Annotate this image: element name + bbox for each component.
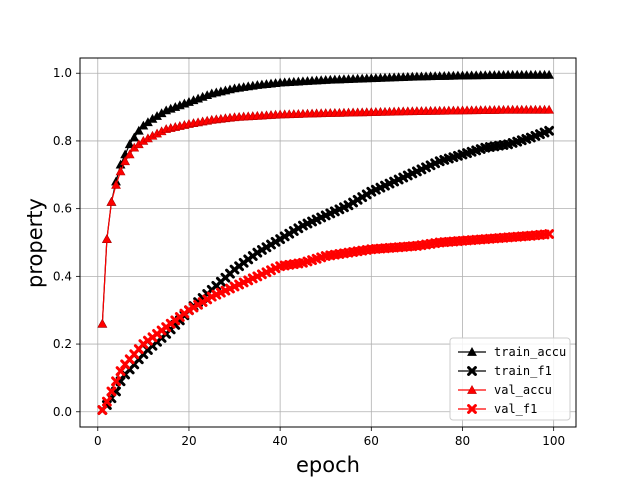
point-val_f1-0 bbox=[97, 405, 108, 415]
x-tick-label-4: 80 bbox=[455, 434, 470, 448]
point-train_accu-6 bbox=[124, 139, 135, 149]
y-tick-label-1: 0.2 bbox=[53, 337, 72, 351]
legend-entry-val_f1: val_f1 bbox=[458, 402, 537, 416]
point-val_accu-98 bbox=[544, 104, 555, 114]
legend-entry-val_accu: val_accu bbox=[458, 383, 552, 397]
x-tick-label-3: 60 bbox=[364, 434, 379, 448]
legend-label-val_f1: val_f1 bbox=[494, 402, 537, 416]
point-train_accu-7 bbox=[129, 132, 140, 142]
legend-label-train_f1: train_f1 bbox=[494, 364, 552, 378]
x-tick-label-2: 40 bbox=[272, 434, 287, 448]
legend-marker-val_f1 bbox=[467, 404, 477, 414]
series-val_accu bbox=[97, 104, 555, 328]
legend-entry-train_accu: train_accu bbox=[458, 345, 566, 359]
series-train_accu bbox=[97, 69, 555, 328]
point-val_f1-1 bbox=[101, 396, 112, 407]
point-val_accu-5 bbox=[120, 156, 131, 166]
y-tick-label-4: 0.8 bbox=[53, 134, 72, 148]
point-val_f1-4 bbox=[115, 366, 126, 377]
series-val_f1 bbox=[97, 229, 555, 415]
x-axis-title: epoch bbox=[296, 453, 360, 477]
point-val_f1-98 bbox=[544, 229, 555, 239]
x-tick-label-0: 0 bbox=[94, 434, 102, 448]
y-axis-title: property bbox=[23, 198, 47, 288]
legend: train_accu train_f1 val_accu val_f1 bbox=[449, 337, 571, 421]
ticks: 0 20 40 60 80 100 0.0 0.2 0.4 0.6 0.8 1.0 bbox=[53, 66, 565, 448]
point-val_f1-2 bbox=[106, 386, 117, 397]
legend-marker-val_accu bbox=[467, 384, 477, 394]
legend-entry-train_f1: train_f1 bbox=[458, 364, 552, 378]
x-tick-label-5: 100 bbox=[542, 434, 565, 448]
point-val_accu-0 bbox=[97, 318, 108, 328]
point-train_f1-98 bbox=[544, 125, 555, 136]
point-val_accu-4 bbox=[115, 166, 126, 176]
point-val_accu-3 bbox=[111, 179, 121, 189]
y-tick-label-5: 1.0 bbox=[53, 66, 72, 80]
x-tick-label-1: 20 bbox=[181, 434, 196, 448]
y-tick-label-3: 0.6 bbox=[53, 202, 72, 216]
axes-frame bbox=[79, 57, 577, 428]
legend-label-val_accu: val_accu bbox=[494, 383, 552, 397]
legend-marker-train_accu bbox=[467, 346, 477, 356]
point-val_f1-3 bbox=[111, 376, 121, 387]
legend-marker-train_f1 bbox=[467, 366, 477, 376]
legend-box bbox=[449, 337, 571, 421]
point-val_accu-6 bbox=[124, 149, 135, 159]
series-layer bbox=[97, 69, 555, 415]
y-tick-label-0: 0.0 bbox=[53, 405, 72, 419]
grid bbox=[80, 58, 576, 427]
point-val_accu-2 bbox=[106, 196, 117, 206]
legend-label-train_accu: train_accu bbox=[494, 345, 566, 359]
point-train_accu-8 bbox=[133, 125, 144, 135]
point-val_accu-1 bbox=[101, 234, 112, 243]
y-tick-label-2: 0.4 bbox=[53, 269, 72, 283]
point-train_accu-98 bbox=[544, 69, 555, 79]
